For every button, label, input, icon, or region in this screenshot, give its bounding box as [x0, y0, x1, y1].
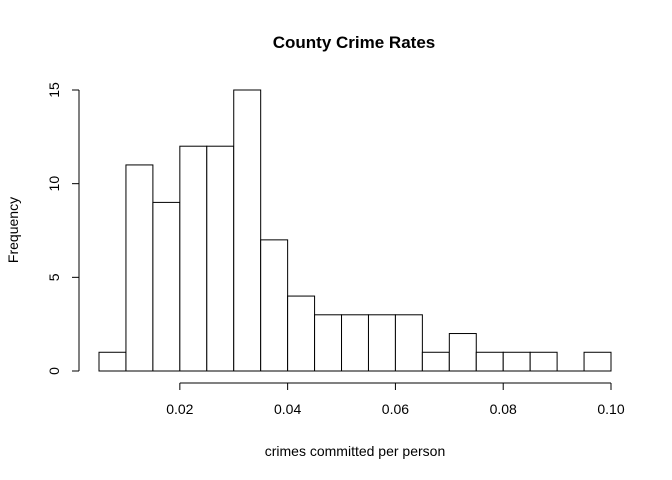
histogram-bar	[287, 295, 316, 372]
histogram-bar	[341, 314, 369, 372]
histogram-bar	[260, 239, 289, 372]
x-tick-label: 0.10	[597, 401, 624, 417]
y-tick-label: 0	[46, 367, 62, 375]
histogram-bar	[583, 351, 612, 372]
y-tick-label: 10	[46, 176, 62, 192]
y-axis: 0 5 10 15	[46, 82, 80, 375]
histogram-bar	[421, 351, 450, 372]
x-tick-label: 0.06	[382, 401, 409, 417]
histogram-bar	[179, 145, 208, 372]
y-tick-label: 5	[46, 273, 62, 281]
histogram-bar	[475, 351, 504, 372]
x-tick-label: 0.02	[166, 401, 193, 417]
histogram-bar	[125, 164, 154, 372]
histogram-bar	[367, 314, 396, 372]
histogram-bar	[448, 333, 477, 372]
histogram-bar	[152, 201, 181, 372]
histogram-bar	[502, 351, 531, 372]
histogram-bar	[314, 314, 343, 372]
chart-title: County Crime Rates	[273, 33, 435, 52]
histogram-bars	[98, 89, 612, 372]
y-axis-title: Frequency	[5, 197, 21, 263]
histogram-bar	[529, 351, 558, 372]
histogram-bar	[233, 89, 262, 372]
y-tick-label: 15	[46, 82, 62, 98]
histogram-bar	[206, 145, 235, 372]
x-tick-label: 0.08	[490, 401, 517, 417]
x-tick-label: 0.04	[274, 401, 301, 417]
x-axis-title: crimes committed per person	[265, 443, 446, 459]
histogram-bar	[394, 314, 423, 372]
histogram-bar	[98, 351, 127, 372]
x-axis: 0.02 0.04 0.06 0.08 0.10	[166, 382, 625, 417]
